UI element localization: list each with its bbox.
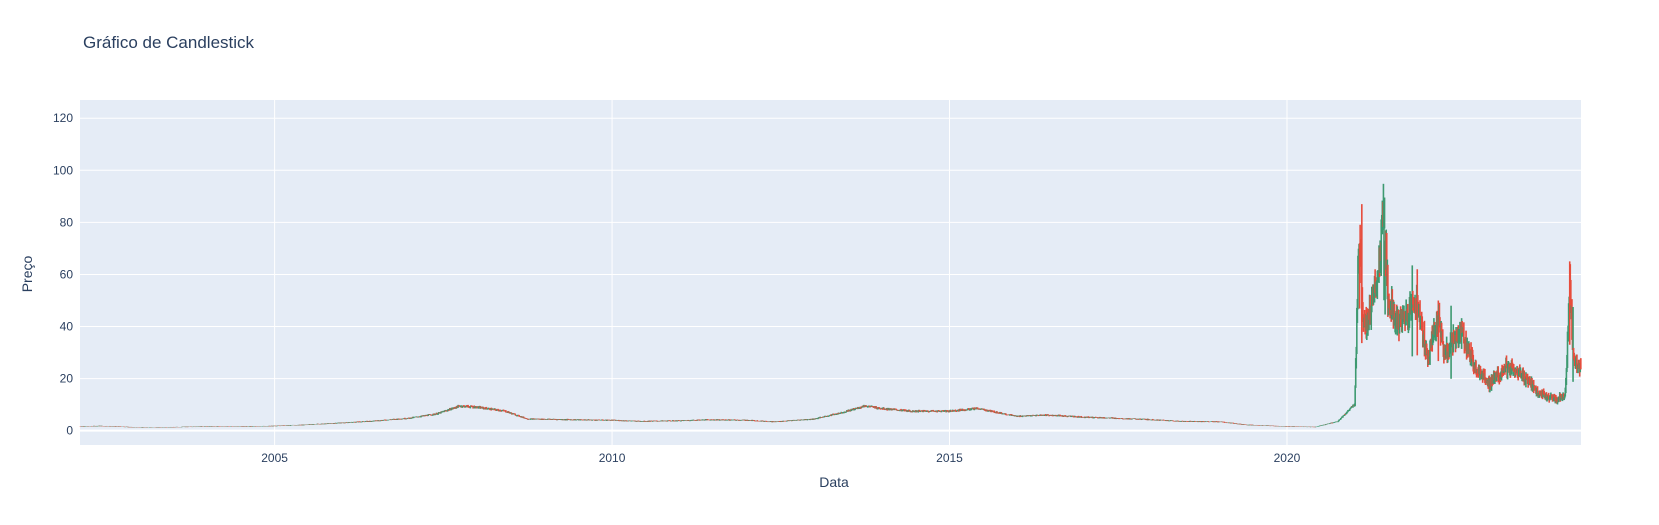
y-tick-label: 0 <box>66 424 73 438</box>
x-tick-label: 2020 <box>1274 451 1301 465</box>
y-tick-label: 100 <box>53 163 73 177</box>
y-tick-label: 40 <box>60 320 74 334</box>
y-tick-label: 60 <box>60 267 74 281</box>
plot-area <box>80 100 1581 445</box>
chart-title: Gráfico de Candlestick <box>83 33 255 52</box>
x-tick-labels: 2005 2010 2015 2020 <box>261 451 1300 465</box>
candles <box>79 183 1582 428</box>
x-tick-label: 2015 <box>936 451 963 465</box>
y-grid <box>80 117 1581 432</box>
y-tick-label: 80 <box>60 215 74 229</box>
x-tick-label: 2005 <box>261 451 288 465</box>
y-axis-title: Preço <box>19 256 35 293</box>
y-tick-label: 20 <box>60 372 74 386</box>
x-axis-title: Data <box>819 474 849 490</box>
y-tick-labels: 0 20 40 60 80 100 120 <box>53 111 73 437</box>
y-tick-label: 120 <box>53 111 73 125</box>
x-grid <box>274 100 1288 445</box>
x-tick-label: 2010 <box>599 451 626 465</box>
